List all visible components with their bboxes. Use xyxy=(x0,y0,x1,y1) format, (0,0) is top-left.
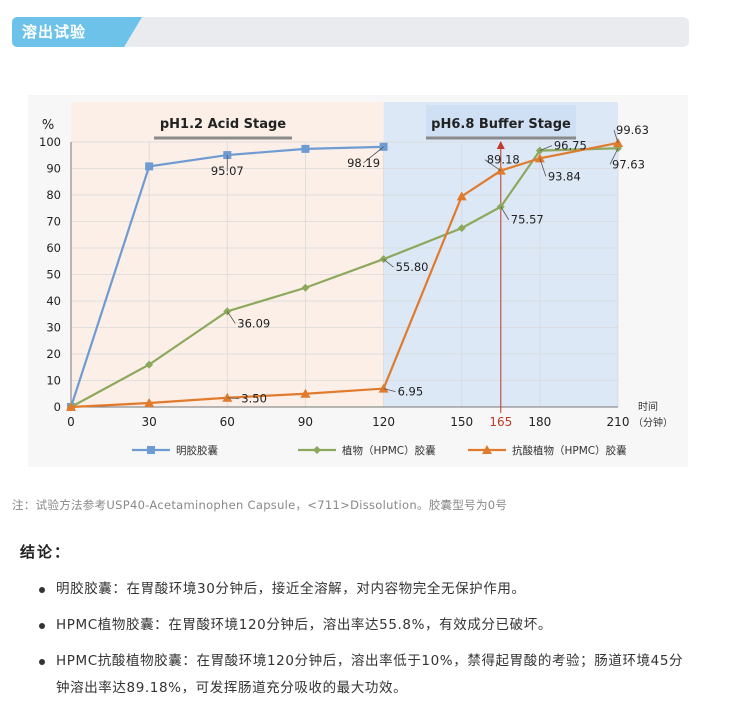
data-point xyxy=(301,144,310,153)
conclusion-title: 结论： xyxy=(20,543,72,561)
data-point xyxy=(301,283,310,292)
data-label: 99.63 xyxy=(616,123,649,137)
stage-label: pH1.2 Acid Stage xyxy=(160,117,286,132)
x-tick-label: 210 xyxy=(607,415,630,429)
y-tick-label: 60 xyxy=(46,241,61,255)
data-point xyxy=(495,165,506,175)
marker-arrow xyxy=(496,141,505,149)
stage-label-box xyxy=(154,105,292,138)
data-label: 95.07 xyxy=(211,164,244,178)
y-tick-label: 70 xyxy=(46,215,61,229)
data-point xyxy=(535,146,544,155)
annotation-leader xyxy=(500,206,510,220)
x-tick-label: 60 xyxy=(220,415,235,429)
annotation-leader xyxy=(383,258,394,268)
chart-svg: pH1.2 Acid Stage pH6.8 Buffer Stage 0 10 20 3… xyxy=(28,95,688,467)
y-tick-label: 100 xyxy=(39,135,61,149)
y-tick-label: 90 xyxy=(46,162,61,176)
data-label: 93.84 xyxy=(548,169,581,183)
data-point xyxy=(144,398,155,408)
x-tick-label: 0 xyxy=(67,415,75,429)
data-label: 98.19 xyxy=(347,156,380,170)
conclusion-item: HPMC抗酸植物胶囊：在胃酸环境120分钟后，溶出率低于10%，禁得起胃酸的考验… xyxy=(36,648,696,702)
data-label: 75.57 xyxy=(511,213,544,227)
data-label: 89.18 xyxy=(487,153,520,167)
x-tick-label: 90 xyxy=(298,415,313,429)
data-label: 97.63 xyxy=(612,157,645,171)
y-tick-label: 0 xyxy=(54,400,61,414)
data-label: 96.75 xyxy=(554,139,587,153)
annotation-leader xyxy=(383,388,396,392)
x-axis-label: （分钟） xyxy=(633,416,673,429)
conclusion-item: 明胶胶囊：在胃酸环境30分钟后，接近全溶解，对内容物完全无保护作用。 xyxy=(36,576,696,603)
legend-label: 植物（HPMC）胶囊 xyxy=(342,444,436,457)
y-tick-label: 30 xyxy=(46,321,61,335)
footnote: 注：试验方法参考USP40-Acetaminophen Capsule，<711… xyxy=(12,498,508,512)
y-tick-label: 40 xyxy=(46,294,61,308)
data-point xyxy=(378,383,389,393)
stage-label-box xyxy=(426,105,576,138)
data-label: 36.09 xyxy=(237,316,270,330)
legend-marker xyxy=(147,446,155,454)
data-point xyxy=(66,402,76,411)
data-label: 6.95 xyxy=(398,385,424,399)
data-point xyxy=(456,191,467,201)
annotation-leader xyxy=(484,159,502,172)
x-axis-label: 时间 xyxy=(638,400,658,413)
y-tick-label: 50 xyxy=(46,268,61,282)
annotation-leader xyxy=(539,145,553,151)
stage-label: pH6.8 Buffer Stage xyxy=(431,117,571,132)
x-tick-label: 180 xyxy=(528,415,551,429)
annotation-leader xyxy=(227,397,240,400)
legend-label: 抗酸植物（HPMC）胶囊 xyxy=(512,444,627,457)
y-tick-label: 80 xyxy=(46,188,61,202)
data-label: 3.50 xyxy=(241,392,267,406)
x-tick-label: 165 xyxy=(489,415,512,429)
data-point xyxy=(300,388,311,398)
legend-marker xyxy=(482,445,492,454)
annotation-leader xyxy=(226,311,236,324)
annotation-leader xyxy=(363,146,384,164)
data-point xyxy=(534,153,545,163)
annotation-leader xyxy=(613,129,619,144)
legend-label: 明胶胶囊 xyxy=(176,444,218,457)
data-point xyxy=(457,224,466,233)
y-tick-label: 10 xyxy=(46,374,61,388)
annotation-leader xyxy=(609,148,619,165)
conclusion-list: 明胶胶囊：在胃酸环境30分钟后，接近全溶解，对内容物完全无保护作用。 HPMC植… xyxy=(36,576,696,711)
section-header-tab xyxy=(12,17,142,47)
x-tick-label: 120 xyxy=(372,415,395,429)
data-point xyxy=(145,360,154,369)
data-point xyxy=(222,392,233,402)
y-axis-label: % xyxy=(42,118,54,133)
section-title: 溶出试验 xyxy=(22,23,87,41)
legend-marker xyxy=(313,446,321,454)
data-point xyxy=(145,162,154,171)
conclusion-item: HPMC植物胶囊：在胃酸环境120分钟后，溶出率达55.8%，有效成分已破坏。 xyxy=(36,612,696,639)
annotation-leader xyxy=(539,158,547,177)
data-label: 55.80 xyxy=(396,260,429,274)
y-tick-label: 20 xyxy=(46,347,61,361)
x-tick-label: 150 xyxy=(450,415,473,429)
x-tick-label: 30 xyxy=(142,415,157,429)
dissolution-chart: pH1.2 Acid Stage pH6.8 Buffer Stage 0 10 20 3… xyxy=(28,95,688,467)
